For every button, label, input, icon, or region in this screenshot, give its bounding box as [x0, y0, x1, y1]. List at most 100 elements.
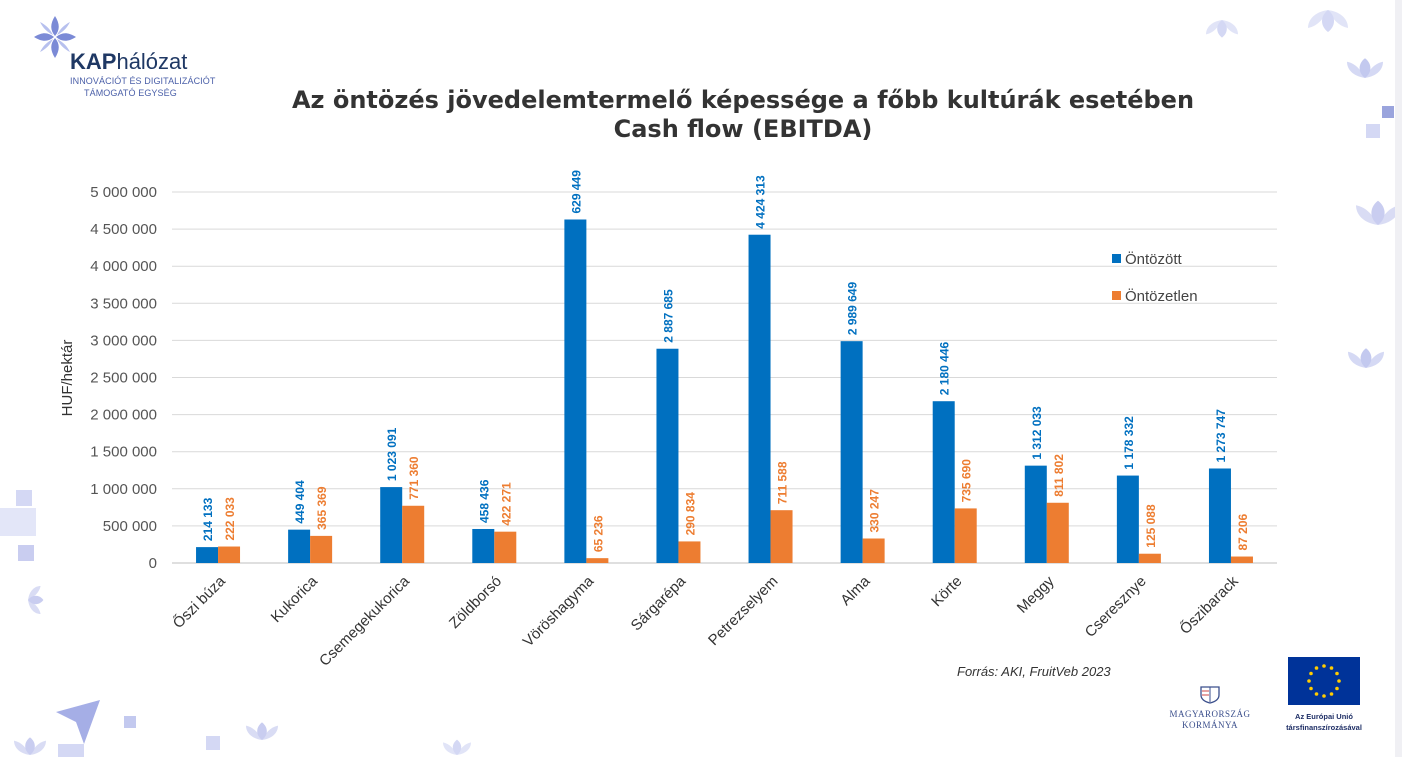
decor-square [1366, 124, 1380, 138]
data-label: 365 369 [315, 486, 329, 530]
eu-star [1309, 686, 1313, 691]
legend-swatch-ontozott [1112, 254, 1121, 263]
y-axis-label: HUF/hektár [59, 340, 76, 417]
eu-cofinancing-logo: Az Európai Unió társfinanszírozásával [1278, 657, 1370, 732]
leaf-motif [1356, 200, 1400, 225]
data-label: 1 273 747 [1214, 409, 1228, 463]
eu-star [1335, 686, 1339, 691]
bar-ontozott [840, 341, 863, 563]
legend-swatch-ontozetlen [1112, 291, 1121, 300]
decor-square [0, 508, 36, 536]
y-tick-label: 1 000 000 [90, 481, 157, 498]
decor-square [1382, 106, 1394, 118]
bar-ontozetlen [770, 510, 793, 563]
kap-flower-logo-icon [34, 16, 76, 58]
bar-ontozetlen [954, 508, 977, 563]
decor-square [206, 736, 220, 750]
y-tick-label: 2 500 000 [90, 370, 157, 387]
bar-ontozetlen [678, 541, 701, 563]
y-tick-label: 0 [149, 555, 157, 572]
logo-subtitle-1: INNOVÁCIÓT ÉS DIGITALIZÁCIÓT [70, 76, 216, 86]
bar-ontozott [472, 528, 495, 563]
data-label: 449 404 [293, 480, 307, 524]
y-axis-ticks: 0 500 000 1 000 000 1 500 000 2 000 000 2 500… [90, 184, 157, 572]
bar-ontozott [1116, 475, 1139, 563]
data-label: 422 271 [499, 482, 513, 526]
kap-logo-text: KAPhálózat [70, 49, 188, 74]
decor-square [58, 744, 84, 757]
decor-square [18, 545, 34, 561]
data-label: 214 133 [201, 497, 215, 541]
bar-ontozetlen [1230, 556, 1253, 563]
logo-subtitle-2: TÁMOGATÓ EGYSÉG [84, 88, 177, 98]
data-label: 1 312 033 [1030, 406, 1044, 460]
leaf-motif [443, 739, 471, 755]
eu-flag-icon [1288, 657, 1360, 705]
data-label: 2 989 649 [846, 281, 860, 335]
y-tick-label: 2 000 000 [90, 407, 157, 424]
eu-star [1322, 664, 1326, 668]
data-label: 458 436 [477, 479, 491, 523]
y-tick-label: 3 500 000 [90, 295, 157, 312]
bar-ontozetlen [494, 531, 517, 563]
grid-lines [172, 191, 1277, 564]
bar-ontozetlen [862, 538, 885, 563]
legend-label-ontozetlen: Öntözetlen [1125, 287, 1198, 305]
legend-label-ontozott: Öntözött [1125, 250, 1183, 268]
bar-ontozetlen [218, 546, 241, 563]
eu-star [1314, 692, 1319, 696]
bar-ontozott [932, 401, 955, 563]
eu-star [1307, 679, 1311, 683]
leaf-motif [28, 586, 44, 614]
data-label: 1 178 332 [1122, 416, 1136, 470]
eu-star [1335, 671, 1339, 676]
hungary-government-logo: MAGYARORSZÁG KORMÁNYA [1168, 684, 1252, 731]
eu-star [1329, 692, 1334, 696]
eu-star [1337, 679, 1341, 683]
bar-ontozott [288, 529, 311, 563]
bar-ontozetlen [402, 505, 425, 563]
data-label: 629 449 [569, 170, 583, 214]
decor-square [16, 490, 32, 506]
data-label: 811 802 [1052, 454, 1066, 497]
data-label: 2 887 685 [661, 289, 675, 343]
source-note: Forrás: AKI, FruitVeb 2023 [957, 664, 1111, 679]
data-label: 330 247 [868, 489, 882, 533]
gov-line-1: MAGYARORSZÁG [1169, 709, 1251, 719]
data-label: 735 690 [960, 459, 974, 503]
data-labels: 214 133 222 033 449 404 365 369 1 023 091 771… [201, 170, 1250, 552]
leaf-motif [1206, 20, 1238, 38]
eu-line-2: társfinanszírozásával [1286, 723, 1362, 732]
eu-star [1329, 666, 1334, 670]
bars [196, 219, 1253, 564]
data-label: 65 236 [591, 515, 605, 552]
data-label: 125 088 [1144, 504, 1158, 548]
leaf-motif [246, 722, 278, 740]
leaf-motif [1308, 10, 1348, 32]
y-tick-label: 500 000 [103, 518, 157, 535]
bar-ontozetlen [1046, 502, 1069, 563]
gov-line-2: KORMÁNYA [1181, 720, 1238, 730]
eu-star [1322, 694, 1326, 698]
data-label: 87 206 [1236, 514, 1250, 551]
data-label: 1 023 091 [385, 427, 399, 481]
decor-arrow [56, 700, 100, 744]
bar-ontozetlen [586, 558, 609, 563]
data-label: 711 588 [776, 461, 790, 504]
bar-ontozetlen [310, 535, 333, 563]
bar-ontozott [656, 348, 679, 563]
decor-square [124, 716, 136, 728]
leaf-motif [1348, 348, 1384, 368]
y-tick-label: 3 000 000 [90, 332, 157, 349]
eu-star [1309, 671, 1313, 676]
bar-ontozott [380, 487, 403, 563]
hungary-coat-of-arms-icon [1200, 686, 1220, 704]
data-label: 290 834 [683, 492, 697, 536]
bar-ontozott [564, 219, 587, 564]
bar-ontozott [1208, 468, 1231, 563]
bar-ontozott [196, 547, 219, 563]
leaf-motif [14, 737, 46, 755]
